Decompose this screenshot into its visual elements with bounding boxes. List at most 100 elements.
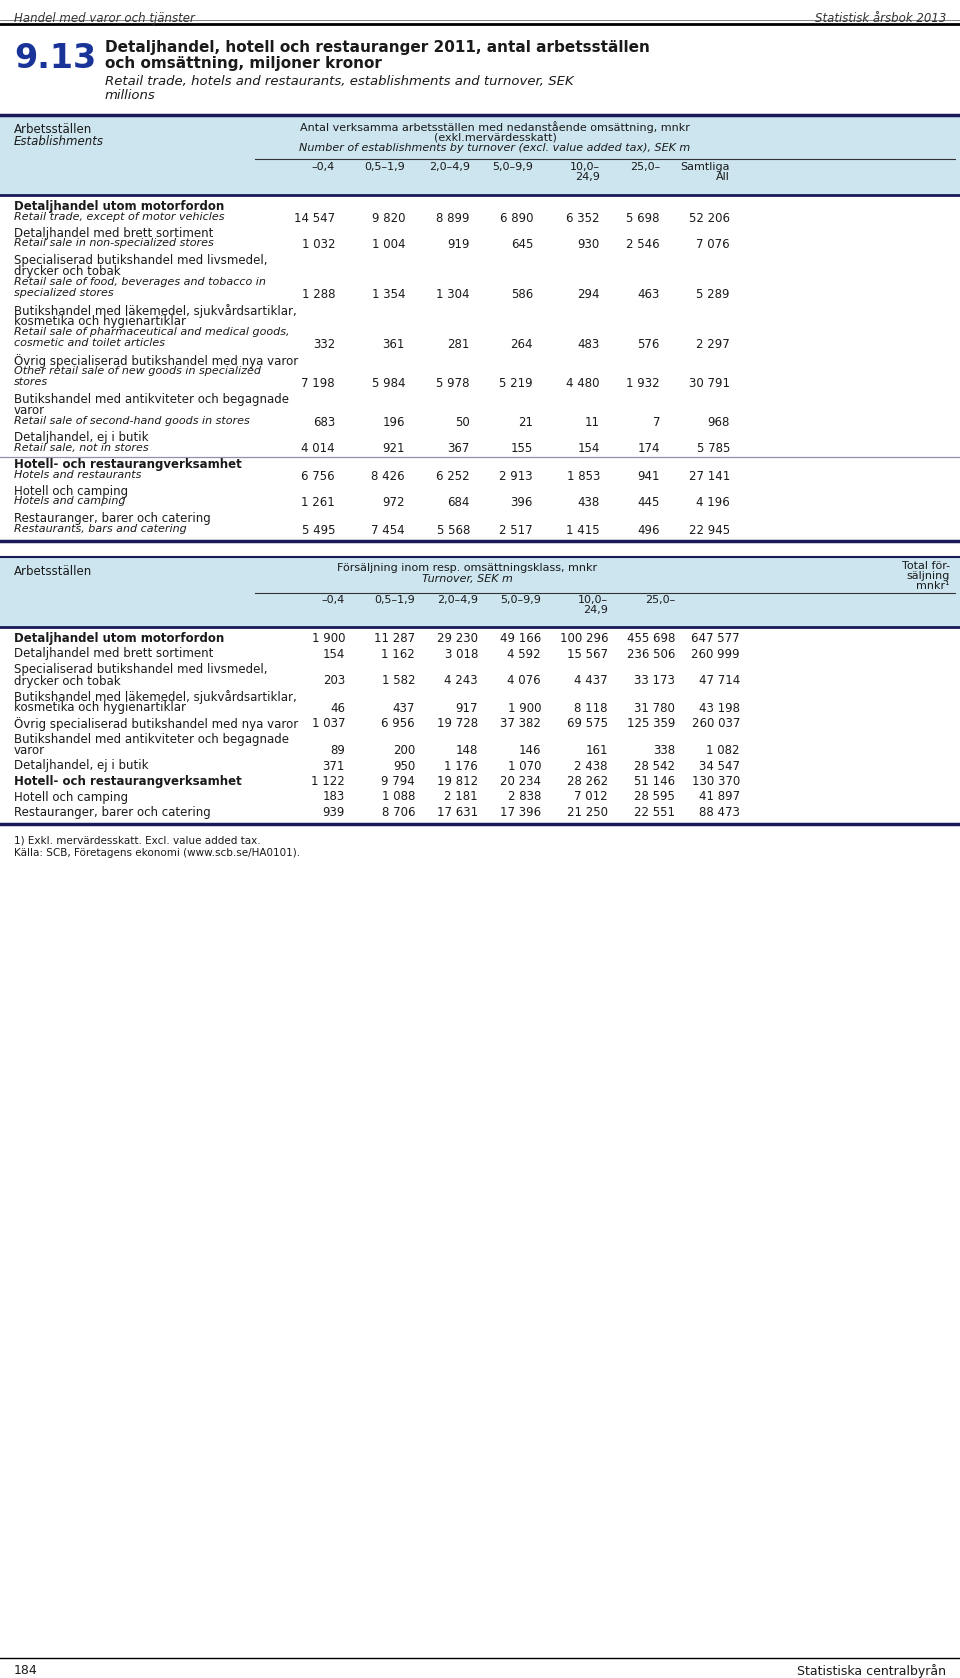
Text: 2,0–4,9: 2,0–4,9 bbox=[437, 596, 478, 606]
Text: Antal verksamma arbetsställen med nedanstående omsättning, mnkr: Antal verksamma arbetsställen med nedans… bbox=[300, 121, 690, 133]
Text: Retail sale of food, beverages and tobacco in: Retail sale of food, beverages and tobac… bbox=[14, 277, 266, 287]
Text: 7 454: 7 454 bbox=[372, 524, 405, 537]
Text: 463: 463 bbox=[637, 289, 660, 302]
Text: Hotell- och restaurangverksamhet: Hotell- och restaurangverksamhet bbox=[14, 775, 242, 789]
Text: 281: 281 bbox=[447, 339, 470, 351]
Text: cosmetic and toilet articles: cosmetic and toilet articles bbox=[14, 339, 165, 349]
Text: 645: 645 bbox=[511, 238, 533, 252]
Text: 5 698: 5 698 bbox=[627, 211, 660, 225]
Text: 496: 496 bbox=[637, 524, 660, 537]
Text: Övrig specialiserad butikshandel med nya varor: Övrig specialiserad butikshandel med nya… bbox=[14, 354, 299, 367]
Text: 21 250: 21 250 bbox=[567, 805, 608, 819]
Text: 154: 154 bbox=[323, 648, 345, 661]
Text: 2 181: 2 181 bbox=[444, 790, 478, 804]
Text: kosmetika och hygienartiklar: kosmetika och hygienartiklar bbox=[14, 315, 186, 329]
Text: 125 359: 125 359 bbox=[627, 717, 675, 730]
Text: 972: 972 bbox=[382, 497, 405, 510]
Text: Retail sale, not in stores: Retail sale, not in stores bbox=[14, 443, 149, 453]
Text: drycker och tobak: drycker och tobak bbox=[14, 265, 121, 279]
Text: 1 900: 1 900 bbox=[311, 633, 345, 644]
Text: Retail trade, hotels and restaurants, establishments and turnover, SEK: Retail trade, hotels and restaurants, es… bbox=[105, 76, 574, 87]
Text: 6 352: 6 352 bbox=[566, 211, 600, 225]
Text: All: All bbox=[716, 173, 730, 181]
Text: 1 082: 1 082 bbox=[707, 743, 740, 757]
Text: 10,0–: 10,0– bbox=[570, 163, 600, 173]
Text: Detaljhandel utom motorfordon: Detaljhandel utom motorfordon bbox=[14, 633, 225, 644]
Text: 22 945: 22 945 bbox=[689, 524, 730, 537]
Text: 0,5–1,9: 0,5–1,9 bbox=[364, 163, 405, 173]
Text: 1 288: 1 288 bbox=[301, 289, 335, 302]
Text: 684: 684 bbox=[447, 497, 470, 510]
Text: 6 956: 6 956 bbox=[381, 717, 415, 730]
Text: Total för-: Total för- bbox=[901, 560, 950, 571]
Text: 4 480: 4 480 bbox=[566, 378, 600, 389]
Text: varor: varor bbox=[14, 404, 45, 418]
Text: Retail sale in non-specialized stores: Retail sale in non-specialized stores bbox=[14, 238, 214, 248]
Text: 69 575: 69 575 bbox=[567, 717, 608, 730]
Text: Försäljning inom resp. omsättningsklass, mnkr: Försäljning inom resp. omsättningsklass,… bbox=[337, 564, 597, 572]
Text: Hotels and restaurants: Hotels and restaurants bbox=[14, 470, 141, 480]
Text: Hotels and camping: Hotels and camping bbox=[14, 497, 126, 507]
Text: Retail sale of pharmaceutical and medical goods,: Retail sale of pharmaceutical and medica… bbox=[14, 327, 290, 337]
Text: 52 206: 52 206 bbox=[689, 211, 730, 225]
Text: 917: 917 bbox=[455, 701, 478, 715]
Text: 89: 89 bbox=[330, 743, 345, 757]
Text: 11: 11 bbox=[585, 416, 600, 428]
Text: 1) Exkl. mervärdesskatt. Excl. value added tax.: 1) Exkl. mervärdesskatt. Excl. value add… bbox=[14, 836, 260, 846]
Text: 196: 196 bbox=[382, 416, 405, 428]
Text: 1 176: 1 176 bbox=[444, 760, 478, 772]
Text: 15 567: 15 567 bbox=[567, 648, 608, 661]
Text: 941: 941 bbox=[637, 470, 660, 483]
Text: 1 088: 1 088 bbox=[382, 790, 415, 804]
Text: 3 018: 3 018 bbox=[444, 648, 478, 661]
Text: 921: 921 bbox=[382, 443, 405, 455]
Text: Number of establishments by turnover (excl. value added tax), SEK m: Number of establishments by turnover (ex… bbox=[300, 143, 690, 153]
Text: millions: millions bbox=[105, 89, 156, 102]
Text: 576: 576 bbox=[637, 339, 660, 351]
Text: 7 076: 7 076 bbox=[696, 238, 730, 252]
Text: 1 070: 1 070 bbox=[508, 760, 541, 772]
Text: 8 706: 8 706 bbox=[381, 805, 415, 819]
Text: 46: 46 bbox=[330, 701, 345, 715]
Text: 37 382: 37 382 bbox=[500, 717, 541, 730]
Text: specialized stores: specialized stores bbox=[14, 289, 113, 299]
Text: 4 243: 4 243 bbox=[444, 675, 478, 688]
Text: 445: 445 bbox=[637, 497, 660, 510]
Text: 4 592: 4 592 bbox=[508, 648, 541, 661]
Text: 6 890: 6 890 bbox=[499, 211, 533, 225]
Text: 2 913: 2 913 bbox=[499, 470, 533, 483]
Text: 437: 437 bbox=[393, 701, 415, 715]
Text: 5 978: 5 978 bbox=[437, 378, 470, 389]
Text: 939: 939 bbox=[323, 805, 345, 819]
Text: 20 234: 20 234 bbox=[500, 775, 541, 789]
Text: mnkr¹: mnkr¹ bbox=[917, 581, 950, 591]
Text: 148: 148 bbox=[456, 743, 478, 757]
Text: 50: 50 bbox=[455, 416, 470, 428]
Text: 27 141: 27 141 bbox=[688, 470, 730, 483]
Text: Arbetsställen: Arbetsställen bbox=[14, 122, 92, 136]
Text: Detaljhandel, hotell och restauranger 2011, antal arbetsställen: Detaljhandel, hotell och restauranger 20… bbox=[105, 40, 650, 55]
Text: 7 198: 7 198 bbox=[301, 378, 335, 389]
Text: 4 014: 4 014 bbox=[301, 443, 335, 455]
Text: Hotell- och restaurangverksamhet: Hotell- och restaurangverksamhet bbox=[14, 458, 242, 472]
Text: 264: 264 bbox=[511, 339, 533, 351]
Text: Detaljhandel, ej i butik: Detaljhandel, ej i butik bbox=[14, 431, 149, 445]
Text: 4 076: 4 076 bbox=[508, 675, 541, 688]
Text: 367: 367 bbox=[447, 443, 470, 455]
Text: 43 198: 43 198 bbox=[699, 701, 740, 715]
Bar bbox=[0, 557, 960, 628]
Text: 683: 683 bbox=[313, 416, 335, 428]
Text: kosmetika och hygienartiklar: kosmetika och hygienartiklar bbox=[14, 701, 186, 715]
Text: 51 146: 51 146 bbox=[634, 775, 675, 789]
Text: 183: 183 bbox=[323, 790, 345, 804]
Text: –0,4: –0,4 bbox=[322, 596, 345, 606]
Text: 5 289: 5 289 bbox=[697, 289, 730, 302]
Text: 49 166: 49 166 bbox=[500, 633, 541, 644]
Text: 17 396: 17 396 bbox=[500, 805, 541, 819]
Bar bbox=[0, 116, 960, 195]
Text: 5,0–9,9: 5,0–9,9 bbox=[500, 596, 541, 606]
Text: 25,0–: 25,0– bbox=[630, 163, 660, 173]
Text: 7: 7 bbox=[653, 416, 660, 428]
Text: 1 032: 1 032 bbox=[301, 238, 335, 252]
Text: Restauranger, barer och catering: Restauranger, barer och catering bbox=[14, 805, 211, 819]
